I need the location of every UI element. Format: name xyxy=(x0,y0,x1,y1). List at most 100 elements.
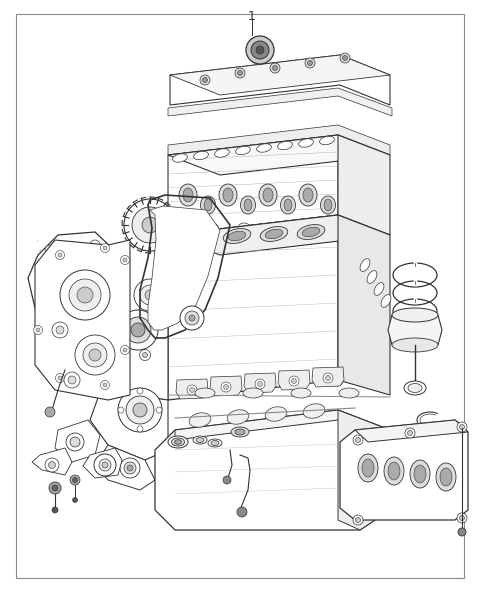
Circle shape xyxy=(36,328,40,332)
Polygon shape xyxy=(168,135,338,235)
Circle shape xyxy=(323,373,333,383)
Circle shape xyxy=(189,315,195,321)
Polygon shape xyxy=(90,370,168,460)
Ellipse shape xyxy=(227,410,249,424)
Circle shape xyxy=(127,465,133,471)
Polygon shape xyxy=(175,410,390,440)
Circle shape xyxy=(34,325,43,334)
Ellipse shape xyxy=(193,436,207,444)
Circle shape xyxy=(72,477,77,483)
Circle shape xyxy=(220,386,226,392)
Ellipse shape xyxy=(223,188,233,202)
Ellipse shape xyxy=(196,437,204,442)
Ellipse shape xyxy=(392,308,438,322)
Polygon shape xyxy=(148,206,220,330)
Circle shape xyxy=(140,240,151,250)
Circle shape xyxy=(137,426,143,432)
Ellipse shape xyxy=(211,440,219,445)
Circle shape xyxy=(137,388,143,394)
Ellipse shape xyxy=(362,459,374,477)
Ellipse shape xyxy=(265,407,287,421)
Circle shape xyxy=(190,387,194,393)
Circle shape xyxy=(208,226,216,234)
Polygon shape xyxy=(210,376,242,396)
Circle shape xyxy=(52,507,58,513)
Ellipse shape xyxy=(168,436,188,448)
Ellipse shape xyxy=(201,196,216,214)
Ellipse shape xyxy=(179,184,197,206)
Circle shape xyxy=(353,435,363,445)
Circle shape xyxy=(52,322,68,338)
Ellipse shape xyxy=(302,227,320,237)
Polygon shape xyxy=(32,448,72,475)
Ellipse shape xyxy=(367,271,377,283)
Ellipse shape xyxy=(324,199,332,211)
Ellipse shape xyxy=(235,429,245,435)
Circle shape xyxy=(356,517,360,523)
Circle shape xyxy=(103,383,107,387)
Ellipse shape xyxy=(260,226,288,241)
Ellipse shape xyxy=(381,294,391,308)
Ellipse shape xyxy=(240,196,255,214)
Ellipse shape xyxy=(259,184,277,206)
Circle shape xyxy=(177,226,183,234)
Circle shape xyxy=(100,380,109,390)
Circle shape xyxy=(123,348,127,352)
Ellipse shape xyxy=(299,139,313,147)
Circle shape xyxy=(187,385,197,395)
Circle shape xyxy=(251,41,269,59)
Ellipse shape xyxy=(243,388,263,398)
Circle shape xyxy=(45,407,55,417)
Polygon shape xyxy=(338,410,390,530)
Circle shape xyxy=(238,70,242,76)
Polygon shape xyxy=(338,135,390,235)
Polygon shape xyxy=(340,420,468,520)
Circle shape xyxy=(124,462,136,474)
Circle shape xyxy=(64,372,80,388)
Circle shape xyxy=(118,257,122,262)
Ellipse shape xyxy=(374,283,384,296)
Ellipse shape xyxy=(299,184,317,206)
Circle shape xyxy=(120,256,130,265)
Circle shape xyxy=(304,226,312,234)
Circle shape xyxy=(100,244,109,253)
Ellipse shape xyxy=(410,460,430,488)
Circle shape xyxy=(458,528,466,536)
Polygon shape xyxy=(55,420,100,462)
Circle shape xyxy=(356,437,360,442)
Circle shape xyxy=(179,386,191,398)
Ellipse shape xyxy=(219,184,237,206)
Circle shape xyxy=(142,217,158,233)
Circle shape xyxy=(240,226,248,234)
Circle shape xyxy=(459,516,465,520)
Circle shape xyxy=(305,58,315,68)
Circle shape xyxy=(143,243,147,247)
Circle shape xyxy=(235,68,245,78)
Circle shape xyxy=(333,223,347,237)
Circle shape xyxy=(118,388,162,432)
Polygon shape xyxy=(83,448,122,478)
Circle shape xyxy=(182,389,188,395)
Circle shape xyxy=(72,498,77,502)
Ellipse shape xyxy=(297,225,325,240)
Polygon shape xyxy=(170,55,390,105)
Circle shape xyxy=(143,352,147,358)
Circle shape xyxy=(124,199,176,251)
Ellipse shape xyxy=(223,228,251,243)
Polygon shape xyxy=(312,367,344,387)
Circle shape xyxy=(308,61,312,66)
Circle shape xyxy=(145,290,155,300)
Circle shape xyxy=(56,374,64,383)
Ellipse shape xyxy=(284,199,292,211)
Circle shape xyxy=(118,308,122,312)
Ellipse shape xyxy=(384,457,404,485)
Circle shape xyxy=(56,250,64,259)
Circle shape xyxy=(457,513,467,523)
Circle shape xyxy=(256,46,264,54)
Polygon shape xyxy=(338,215,390,395)
Circle shape xyxy=(45,458,59,472)
Polygon shape xyxy=(278,370,310,390)
Polygon shape xyxy=(155,410,390,530)
Circle shape xyxy=(75,335,115,375)
Circle shape xyxy=(237,223,251,237)
